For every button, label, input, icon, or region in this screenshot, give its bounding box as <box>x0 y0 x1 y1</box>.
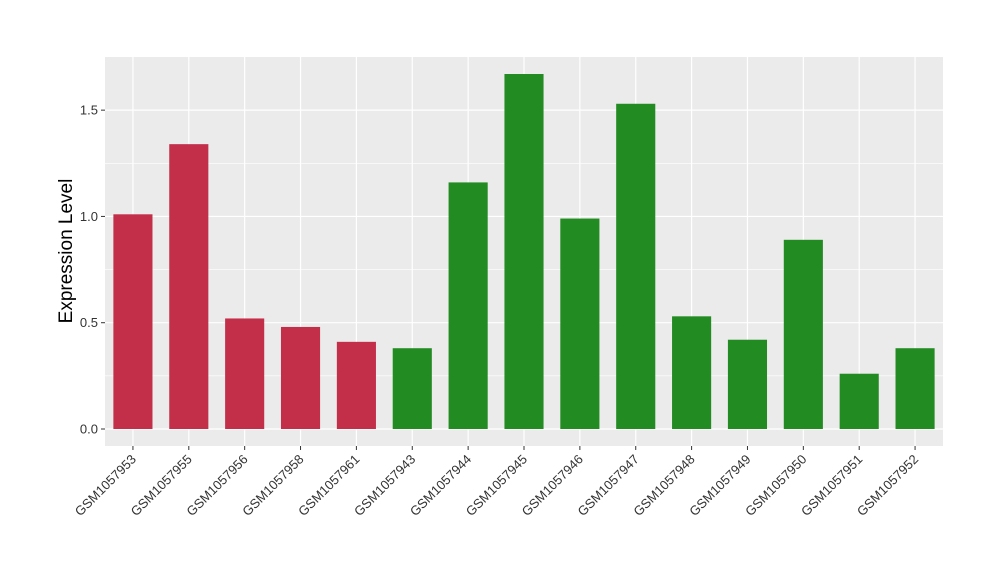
bars <box>113 74 935 429</box>
bar <box>672 316 712 429</box>
bar <box>504 74 544 429</box>
bar <box>727 339 768 429</box>
bar <box>783 239 823 429</box>
bar <box>560 218 600 429</box>
bar <box>895 348 935 429</box>
bar <box>448 182 488 429</box>
bar <box>839 373 879 429</box>
y-tick-label: 1.5 <box>80 103 98 118</box>
y-tick-label: 1.0 <box>80 209 98 224</box>
bar <box>616 103 656 429</box>
bar <box>336 341 376 429</box>
bar <box>169 144 209 429</box>
y-tick-label: 0.0 <box>80 421 98 436</box>
bar <box>280 326 321 429</box>
bar <box>113 214 153 429</box>
y-axis-title: Expression Level <box>56 179 77 324</box>
y-axis-ticks: 0.0 0.5 1.0 1.5 <box>80 103 105 436</box>
y-tick-label: 0.5 <box>80 315 98 330</box>
x-axis-ticks: GSM1057953GSM1057955GSM1057956GSM1057958… <box>72 446 921 519</box>
bar <box>225 318 265 429</box>
bar <box>392 348 432 429</box>
